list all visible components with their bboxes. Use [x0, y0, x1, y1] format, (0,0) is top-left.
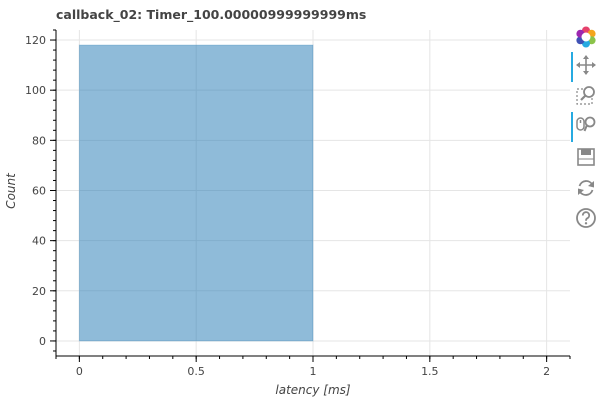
save-tool-icon — [577, 148, 595, 166]
wheel-zoom-tool-icon — [576, 116, 596, 132]
histogram-bar — [78, 44, 314, 342]
bokeh-logo-icon — [576, 26, 596, 48]
help-tool-icon — [576, 208, 596, 228]
x-tick-label: 1.5 — [421, 365, 439, 378]
chart-title: callback_02: Timer_100.00000999999999ms — [56, 7, 366, 23]
box-zoom-tool-icon — [576, 86, 595, 105]
y-tick-label: 80 — [32, 134, 46, 147]
pan-tool-icon — [576, 55, 596, 75]
toolbar — [571, 24, 600, 244]
bars — [78, 44, 314, 342]
reset-tool-button[interactable] — [571, 175, 600, 201]
y-axis-label: Count — [4, 172, 18, 209]
wheel-zoom-tool-button[interactable] — [571, 112, 600, 142]
x-tick-label: 0.5 — [187, 365, 205, 378]
x-tick-label: 2 — [543, 365, 550, 378]
reset-tool-icon — [578, 180, 594, 196]
save-tool-button[interactable] — [571, 144, 600, 170]
y-tick-label: 120 — [25, 34, 46, 47]
y-tick-label: 40 — [32, 235, 46, 248]
x-axis-label: latency [ms] — [275, 383, 351, 397]
x-tick-label: 0 — [76, 365, 83, 378]
y-tick-label: 0 — [39, 335, 46, 348]
y-tick-label: 20 — [32, 285, 46, 298]
help-tool-button[interactable] — [571, 205, 600, 231]
box-zoom-tool-button[interactable] — [571, 82, 600, 108]
pan-tool-button[interactable] — [571, 52, 600, 82]
bokeh-logo — [571, 24, 600, 50]
y-tick-label: 100 — [25, 84, 46, 97]
x-tick-label: 1 — [310, 365, 317, 378]
y-tick-label: 60 — [32, 184, 46, 197]
